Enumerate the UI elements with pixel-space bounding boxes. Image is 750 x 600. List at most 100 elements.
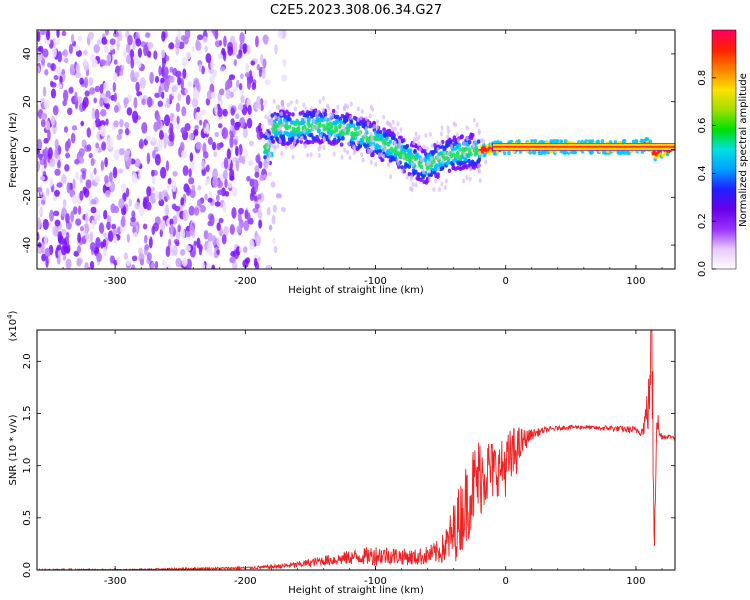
spectrogram-track-cell bbox=[634, 139, 639, 144]
spectrogram-halo-cell bbox=[346, 149, 350, 155]
spectrogram-noise-cell bbox=[169, 130, 175, 143]
spectrogram-noise-cell bbox=[229, 256, 236, 264]
x-tick-label: -200 bbox=[234, 576, 257, 587]
spectrogram-noise-cell bbox=[52, 45, 57, 58]
spectrogram-noise-cell bbox=[75, 71, 82, 79]
spectrogram-noise-cell bbox=[112, 166, 118, 179]
spectrogram-noise-cell bbox=[214, 131, 219, 138]
spectrogram-noise-cell bbox=[54, 39, 60, 46]
spectrogram-halo-cell bbox=[475, 122, 479, 128]
spectrogram-noise-cell bbox=[57, 231, 63, 243]
spectrogram-noise-cell bbox=[134, 201, 141, 210]
spectrogram-noise-cell bbox=[56, 30, 60, 39]
spectrogram-noise-cell bbox=[224, 178, 228, 189]
spectrogram-noise-cell bbox=[91, 107, 96, 120]
spectrogram-noise-cell bbox=[281, 74, 288, 82]
spectrogram-halo-cell bbox=[302, 102, 306, 108]
spectrogram-noise-cell bbox=[93, 97, 98, 104]
spectrogram-noise-cell bbox=[106, 221, 111, 231]
spectrogram-halo-cell bbox=[462, 141, 466, 147]
spectrogram-noise-cell bbox=[253, 257, 258, 268]
spectrogram-noise-cell bbox=[182, 36, 189, 45]
spectrogram-noise-cell bbox=[237, 103, 244, 111]
spectrogram-noise-cell bbox=[62, 49, 69, 58]
spectrogram-noise-cell bbox=[181, 150, 187, 159]
spectrogram-track-cell bbox=[407, 171, 412, 177]
spectrogram-noise-cell bbox=[211, 30, 216, 34]
spectrogram-halo-cell bbox=[444, 178, 448, 184]
spectrogram-halo-cell bbox=[411, 181, 415, 187]
spectrogram-noise-cell bbox=[217, 107, 223, 118]
spectrogram-noise-cell bbox=[54, 219, 61, 227]
spectrogram-noise-cell bbox=[251, 82, 257, 90]
spectrogram-halo-cell bbox=[274, 114, 278, 120]
spectrogram-noise-cell bbox=[219, 88, 225, 96]
spectrogram-noise-cell bbox=[82, 96, 89, 108]
spectrogram-track-cell bbox=[318, 123, 322, 128]
spectrogram-halo-cell bbox=[311, 125, 315, 131]
spectrogram-halo-cell bbox=[477, 130, 481, 136]
spectrogram-track-cell bbox=[470, 132, 475, 138]
spectrogram-noise-cell bbox=[247, 212, 251, 225]
spectrogram-noise-cell bbox=[53, 210, 60, 217]
spectrogram-track-cell bbox=[533, 139, 538, 144]
spectrogram-noise-cell bbox=[262, 58, 267, 69]
spectrogram-track-cell bbox=[447, 168, 452, 174]
spectrogram-track-cell bbox=[382, 127, 386, 132]
spectrogram-noise-cell bbox=[149, 71, 155, 84]
spectrogram-noise-cell bbox=[67, 138, 71, 149]
spectrogram-track-cell bbox=[648, 139, 653, 144]
spectrogram-noise-cell bbox=[266, 206, 271, 216]
spectrogram-halo-cell bbox=[437, 186, 441, 192]
spectrogram-y-axis: -40 -20 0 20 40 bbox=[22, 48, 675, 253]
spectrogram-noise-cell bbox=[96, 252, 103, 263]
spectrogram-noise-cell bbox=[61, 30, 67, 37]
spectrogram-noise-cell bbox=[76, 258, 82, 267]
spectrogram-noise-cell bbox=[231, 261, 238, 269]
spectrogram-noise-cell bbox=[123, 150, 129, 162]
spectrogram-noise-cell bbox=[99, 120, 106, 127]
y-tick-label: 0.5 bbox=[22, 510, 33, 526]
spectrogram-halo-cell bbox=[304, 117, 308, 123]
spectrogram-track-cell bbox=[284, 125, 289, 131]
spectrogram-noise-cell bbox=[273, 245, 278, 254]
spectrogram-halo-cell bbox=[447, 129, 451, 135]
spectrogram-noise-cell bbox=[224, 80, 231, 89]
spectrogram-track-cell bbox=[595, 139, 600, 145]
spectrogram-halo-cell bbox=[398, 142, 402, 148]
spectrogram-noise-cell bbox=[152, 149, 156, 159]
spectrogram-track-cell bbox=[293, 122, 298, 127]
spectrogram-noise-cell bbox=[54, 138, 59, 150]
spectrogram-noise-cell bbox=[195, 141, 202, 150]
spectrogram-noise-cell bbox=[56, 182, 63, 188]
snr-x-axis: -300 -200 -100 0 100 bbox=[36, 330, 663, 587]
spectrogram-noise-cell bbox=[187, 81, 193, 88]
spectrogram-noise-cell bbox=[154, 75, 160, 84]
spectrogram-track-cell bbox=[339, 142, 344, 147]
spectrogram-halo-cell bbox=[428, 132, 432, 138]
spectrogram-noise-cell bbox=[65, 213, 70, 224]
spectrogram-noise-cell bbox=[177, 30, 182, 41]
spectrogram-noise-cell bbox=[133, 97, 138, 109]
spectrogram-noise-cell bbox=[191, 184, 196, 191]
spectrogram-noise-cell bbox=[158, 130, 164, 140]
spectrogram-halo-cell bbox=[358, 131, 362, 137]
spectrogram-halo-cell bbox=[267, 120, 271, 126]
spectrogram-noise-cell bbox=[86, 144, 92, 152]
spectrogram-noise-cell bbox=[235, 121, 241, 128]
spectrogram-noise-cell bbox=[113, 234, 118, 245]
spectrogram-track-cell bbox=[467, 158, 471, 164]
spectrogram-noise-cell bbox=[56, 256, 61, 265]
spectrogram-halo-cell bbox=[328, 134, 332, 140]
spectrogram-track-cell bbox=[307, 116, 311, 122]
spectrogram-noise-cell bbox=[239, 32, 245, 44]
spectrogram-noise-cell bbox=[210, 58, 215, 71]
spectrogram-noise-cell bbox=[221, 127, 228, 140]
spectrogram-noise-cell bbox=[195, 41, 202, 52]
spectrogram-noise-cell bbox=[234, 145, 239, 157]
spectrogram-signal-track bbox=[262, 95, 675, 193]
spectrogram-track-cell bbox=[414, 169, 418, 174]
spectrogram-halo-cell bbox=[359, 115, 363, 121]
spectrogram-noise-cell bbox=[254, 102, 262, 109]
spectrogram-noise-cell bbox=[229, 135, 234, 148]
